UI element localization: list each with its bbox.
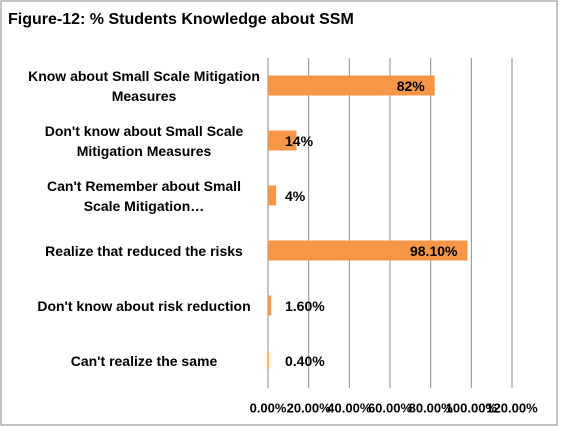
data-label: 1.60%	[285, 298, 325, 314]
data-label: 82%	[397, 78, 426, 94]
x-tick-label: 120.00%	[486, 400, 538, 415]
data-label: 14%	[285, 133, 314, 149]
bar	[268, 185, 277, 206]
bar	[268, 240, 468, 261]
x-tick-label: 60.00%	[368, 400, 413, 415]
category-label-box: Don't know about Small Scale Mitigation …	[44, 122, 244, 159]
x-tick-label: 40.00%	[327, 400, 372, 415]
category-label-box: Can't realize the same	[70, 352, 218, 369]
x-tick-label: 20.00%	[287, 400, 332, 415]
x-tick-label: 0.00%	[250, 400, 287, 415]
y-tick-label: Can't Remember about Small Scale Mitigat…	[47, 177, 241, 214]
chart-title: Figure-12: % Students Knowledge about SS…	[8, 11, 354, 28]
y-tick-label: Don't know about Small Scale Mitigation …	[44, 122, 244, 159]
category-label-box: Don't know about risk reduction	[37, 297, 251, 314]
data-label: 4%	[285, 188, 306, 204]
bar	[268, 75, 435, 96]
category-label-box: Realize that reduced the risks	[45, 242, 243, 259]
bar	[268, 130, 297, 151]
y-tick-label: Know about Small Scale Mitigation Measur…	[28, 67, 260, 104]
category-label-box: Know about Small Scale Mitigation Measur…	[28, 67, 260, 104]
chart-frame	[0, 0, 558, 426]
data-label: 98.10%	[410, 243, 458, 259]
data-label: 0.40%	[285, 353, 325, 369]
bar	[268, 295, 272, 316]
bar	[268, 350, 269, 371]
category-label-box: Can't Remember about Small Scale Mitigat…	[47, 177, 241, 214]
y-tick-label: Don't know about risk reduction	[37, 297, 251, 314]
y-tick-label: Can't realize the same	[70, 352, 218, 369]
x-tick-label: 100.00%	[446, 400, 498, 415]
y-tick-label: Realize that reduced the risks	[45, 242, 243, 259]
x-tick-label: 80.00%	[409, 400, 454, 415]
